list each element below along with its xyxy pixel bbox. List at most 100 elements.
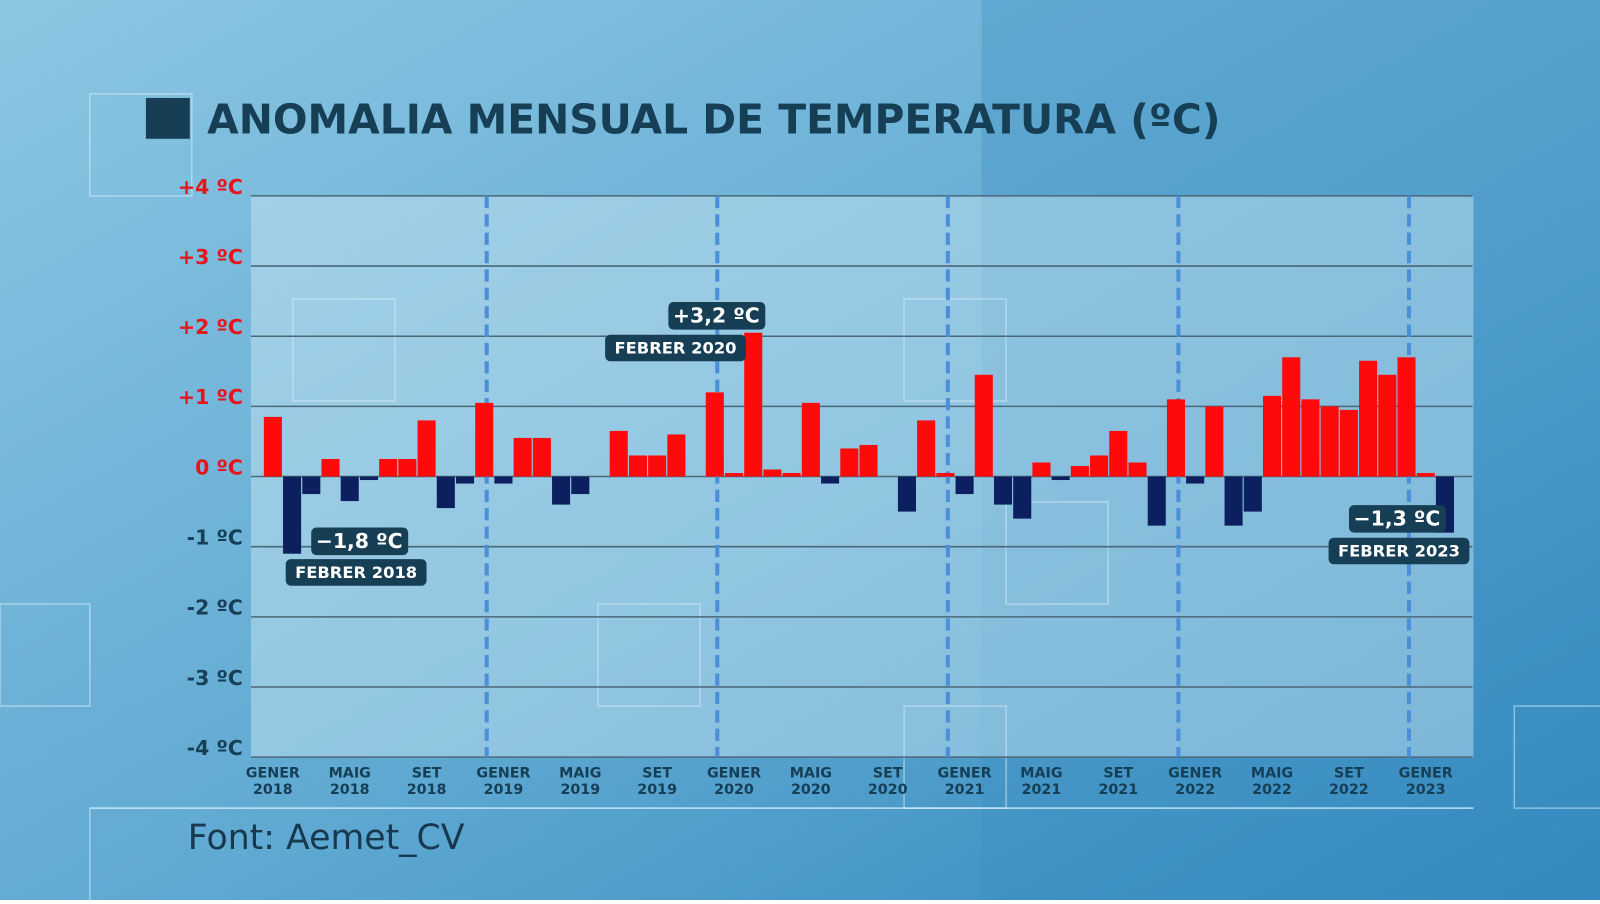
x-tick-label: GENER 2019 — [476, 765, 530, 797]
bar — [955, 476, 974, 495]
y-tick-label: +1 ºC — [178, 385, 243, 409]
bar — [1186, 476, 1205, 484]
y-tick-label: -4 ºC — [187, 736, 243, 760]
x-tick-label-line: 2022 — [1252, 782, 1292, 798]
x-tick-label-line: SET — [1334, 765, 1364, 781]
bar — [648, 455, 667, 477]
bar — [302, 476, 321, 495]
x-tick-label-line: GENER — [938, 765, 992, 781]
x-tick-label-line: 2019 — [560, 782, 600, 798]
annotation-value-box — [668, 302, 766, 330]
bar — [859, 444, 878, 477]
bar — [359, 476, 378, 481]
annotation-value-box — [1348, 505, 1446, 533]
bar — [936, 473, 955, 477]
x-tick-label-line: SET — [642, 765, 672, 781]
bar — [455, 476, 475, 484]
bar — [897, 476, 916, 512]
x-tick-label: SET 2018 — [407, 765, 447, 797]
x-tick-label: MAIG 2020 — [790, 765, 832, 797]
bar — [705, 392, 724, 477]
x-tick-label-line: SET — [873, 765, 903, 781]
bar — [1166, 399, 1185, 477]
bar — [763, 469, 782, 477]
bar — [801, 402, 820, 477]
bar — [321, 458, 340, 477]
annotation-label: FEBRER 2020 — [614, 338, 736, 357]
x-tick-label-line: 2022 — [1175, 782, 1215, 798]
x-tick-label: GENER 2023 — [1399, 765, 1453, 797]
x-tick-label: MAIG 2018 — [329, 765, 371, 797]
y-tick-label: -1 ºC — [187, 526, 243, 550]
y-tick-label: +3 ºC — [178, 245, 243, 269]
bar — [917, 420, 936, 477]
annotation-value: +3,2 ºC — [673, 303, 760, 327]
bar — [494, 476, 513, 484]
annotation-value: −1,8 ºC — [316, 529, 403, 553]
bar — [1359, 360, 1378, 477]
x-tick-label-line: MAIG — [1020, 765, 1062, 781]
y-tick-label: +4 ºC — [178, 175, 243, 199]
bar — [724, 473, 744, 477]
bar — [571, 476, 590, 495]
x-tick-label-line: 2021 — [1098, 782, 1138, 798]
x-tick-label-line: 2021 — [1022, 782, 1062, 798]
source: Font: Aemet_CV — [188, 818, 465, 858]
x-tick-label: MAIG 2021 — [1020, 765, 1062, 797]
x-tick-label: GENER 2022 — [1168, 765, 1222, 797]
x-tick-label: MAIG 2022 — [1251, 765, 1293, 797]
x-tick-label: MAIG 2019 — [559, 765, 601, 797]
bar — [744, 332, 763, 477]
bar — [1032, 462, 1051, 477]
x-tick-label-line: MAIG — [559, 765, 601, 781]
x-tick-label: GENER 2020 — [707, 765, 761, 797]
bar — [283, 476, 302, 554]
x-tick-label-line: MAIG — [1251, 765, 1293, 781]
decor — [0, 93, 1600, 900]
x-tick-label-line: GENER — [246, 765, 300, 781]
bar — [436, 476, 455, 509]
x-tick-label: GENER 2021 — [938, 765, 992, 797]
bar — [263, 416, 282, 477]
bar — [609, 430, 628, 477]
x-tick-label-line: 2020 — [868, 782, 908, 798]
bar — [1109, 430, 1128, 477]
bar — [532, 437, 551, 477]
x-tick-label-line: 2018 — [253, 782, 293, 798]
bar — [475, 402, 494, 477]
x-tick-label-line: GENER — [476, 765, 530, 781]
bar — [667, 434, 686, 477]
bar — [1147, 476, 1166, 526]
x-tick-label-line: MAIG — [790, 765, 832, 781]
x-tick-label-line: 2019 — [484, 782, 524, 798]
bar — [379, 458, 398, 477]
x-tick-label-line: 2022 — [1329, 782, 1369, 798]
bar — [398, 458, 417, 477]
x-tick-label-line: 2018 — [330, 782, 370, 798]
x-tick-label-line: MAIG — [329, 765, 371, 781]
annotation-label-box — [605, 334, 746, 362]
bar — [628, 455, 647, 477]
bar — [974, 374, 993, 477]
x-tick-label-line: 2020 — [714, 782, 754, 798]
bar — [782, 473, 801, 477]
x-tick-label-line: 2018 — [407, 782, 447, 798]
title-marker — [145, 97, 190, 139]
x-tick-label-line: SET — [1103, 765, 1133, 781]
x-tick-label-line: SET — [412, 765, 442, 781]
annotation-label-box — [1328, 537, 1470, 565]
bar — [513, 437, 532, 477]
bar — [1262, 395, 1282, 477]
bar — [1205, 406, 1224, 477]
bar — [1224, 476, 1243, 526]
bar — [1301, 399, 1320, 477]
x-tick-label: SET 2021 — [1098, 765, 1138, 797]
bar — [1416, 473, 1435, 477]
y-tick-label: +2 ºC — [178, 315, 243, 339]
bar — [1051, 476, 1070, 481]
x-tick-label-line: GENER — [707, 765, 761, 781]
annotation-label-box — [285, 559, 427, 586]
chart-title: ANOMALIA MENSUAL DE TEMPERATURA (ºC) — [207, 95, 1220, 143]
annotation-label: FEBRER 2023 — [1338, 542, 1460, 561]
